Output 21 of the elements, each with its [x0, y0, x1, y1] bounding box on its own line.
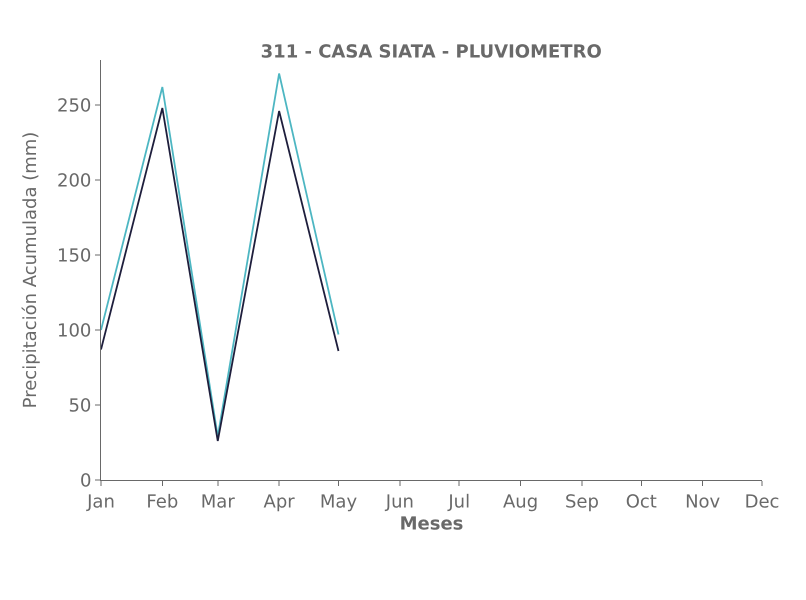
x-tick-label: Feb	[146, 492, 178, 513]
x-tick-label: Sep	[564, 492, 599, 513]
y-tick-label: 150	[57, 245, 92, 266]
y-tick-label: 250	[57, 95, 92, 116]
x-tick-label: May	[320, 492, 358, 513]
x-tick-label: Nov	[685, 492, 721, 513]
x-axis-title: Meses	[400, 514, 464, 535]
x-tick-label: Dec	[744, 492, 780, 513]
y-axis-title: Precipitación Acumulada (mm)	[20, 132, 42, 408]
y-tick-label: 50	[68, 395, 92, 416]
y-tick-label: 0	[80, 470, 92, 492]
x-tick-label: Aug	[502, 492, 538, 513]
x-tick-label: Jun	[384, 492, 414, 513]
chart-title: 311 - CASA SIATA - PLUVIOMETRO	[260, 42, 602, 63]
x-tick-label: Apr	[264, 492, 296, 513]
y-tick-label: 200	[57, 170, 92, 192]
x-tick-label: Jan	[86, 492, 115, 513]
y-tick-label: 100	[57, 320, 92, 342]
x-tick-label: Oct	[626, 492, 657, 513]
x-tick-label: Jul	[447, 492, 470, 513]
x-tick-label: Mar	[200, 492, 236, 513]
